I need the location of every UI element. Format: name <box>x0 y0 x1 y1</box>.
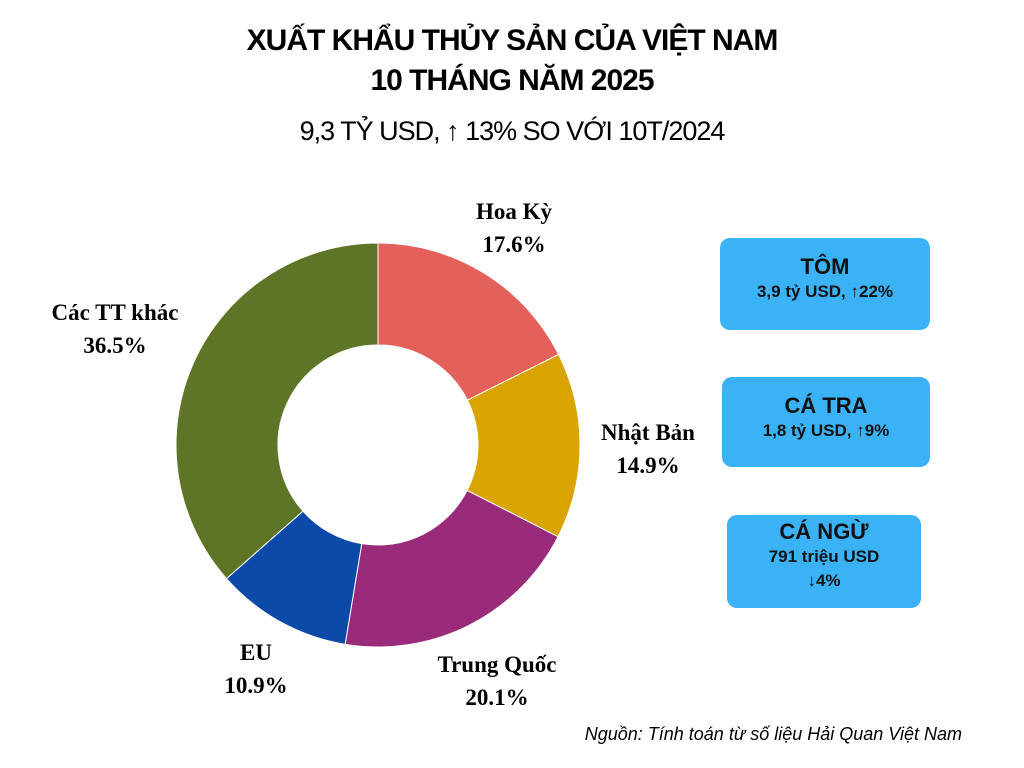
slice-name-nhat-ban: Nhật Bản <box>601 420 695 445</box>
slice-value-trung-quoc: 20.1% <box>465 685 529 710</box>
slice-name-trung-quoc: Trung Quốc <box>437 652 557 677</box>
card-ca-tra-value: 1,8 tỷ USD, ↑9% <box>762 421 890 440</box>
chart-subtitle: 9,3 TỶ USD, ↑ 13% SO VỚI 10T/2024 <box>299 116 726 146</box>
card-tom-value: 3,9 tỷ USD, ↑22% <box>756 282 894 301</box>
slice-cac-tt-khac <box>175 242 379 580</box>
card-tom-name: TÔM <box>800 254 850 279</box>
card-ca-tra: CÁ TRA 1,8 tỷ USD, ↑9% <box>722 377 930 467</box>
donut-slices <box>175 242 581 648</box>
source-note: Nguồn: Tính toán từ số liệu Hải Quan Việ… <box>584 724 962 744</box>
slice-value-eu: 10.9% <box>224 673 288 698</box>
slice-name-eu: EU <box>240 640 272 665</box>
chart-title-line-1: XUẤT KHẨU THỦY SẢN CỦA VIỆT NAM <box>246 24 779 57</box>
slice-label-eu: EU 10.9% <box>206 636 306 702</box>
card-ca-ngu-value: 791 triệu USD <box>768 547 880 566</box>
card-ca-ngu: CÁ NGỪ 791 triệu USD ↓4% <box>727 515 921 608</box>
slice-hoa-ky <box>377 242 560 401</box>
card-tom: TÔM 3,9 tỷ USD, ↑22% <box>720 238 930 330</box>
slice-label-trung-quoc: Trung Quốc 20.1% <box>417 648 577 714</box>
slice-trung-quoc <box>344 489 559 648</box>
card-ca-tra-name: CÁ TRA <box>784 393 868 418</box>
slice-label-cac-tt-khac: Các TT khác 36.5% <box>30 296 200 362</box>
card-ca-ngu-name: CÁ NGỪ <box>779 519 869 544</box>
card-ca-ngu-change: ↓4% <box>807 571 841 590</box>
slice-name-hoa-ky: Hoa Kỳ <box>475 199 553 224</box>
slice-value-hoa-ky: 17.6% <box>482 232 546 257</box>
slice-label-nhat-ban: Nhật Bản 14.9% <box>578 416 718 482</box>
slice-value-cac-tt-khac: 36.5% <box>83 333 147 358</box>
slice-name-cac-tt-khac: Các TT khác <box>51 300 179 325</box>
slice-value-nhat-ban: 14.9% <box>616 453 680 478</box>
slice-label-hoa-ky: Hoa Kỳ 17.6% <box>449 195 579 261</box>
chart-title-line-2: 10 THÁNG NĂM 2025 <box>370 64 654 97</box>
